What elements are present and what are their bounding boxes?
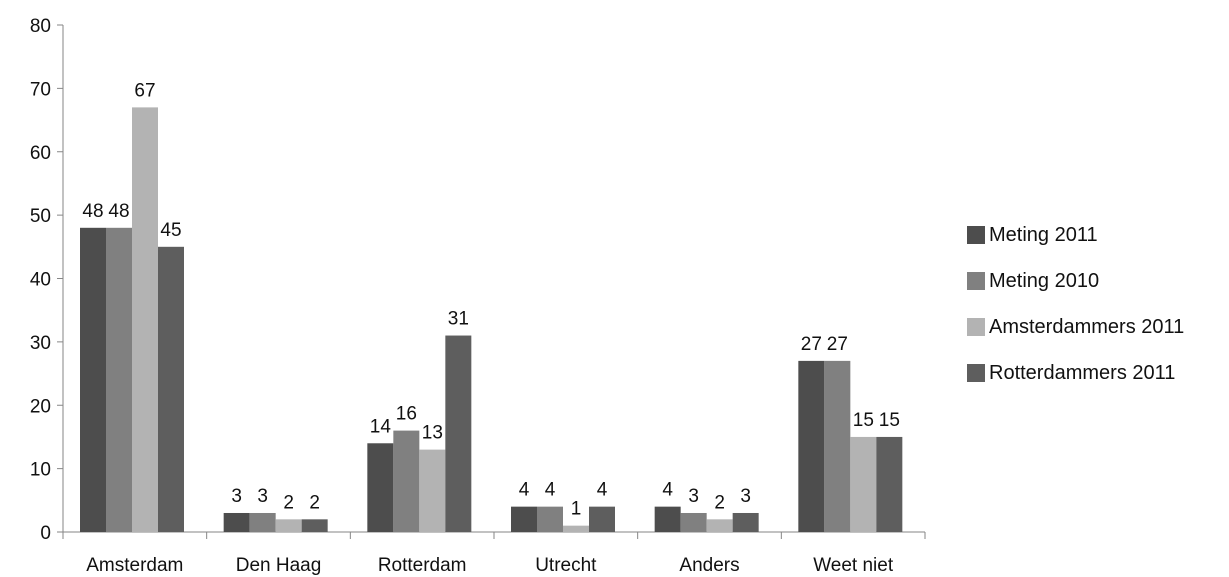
y-tick-label: 10 — [30, 460, 51, 481]
bar — [563, 526, 589, 532]
y-tick-label: 80 — [30, 16, 51, 37]
bar — [367, 443, 393, 532]
bar — [537, 507, 563, 532]
x-tick-label: Amsterdam — [86, 555, 183, 576]
bar — [393, 431, 419, 532]
legend-item: Rotterdammers 2011 — [967, 350, 1229, 396]
x-tick-label: Weet niet — [813, 555, 894, 576]
data-label: 2 — [309, 492, 320, 513]
y-tick-label: 30 — [30, 333, 51, 354]
bar — [250, 513, 276, 532]
legend-swatch — [967, 318, 985, 336]
legend-label: Rotterdammers 2011 — [989, 362, 1175, 385]
bar — [276, 519, 302, 532]
legend-item: Amsterdammers 2011 — [967, 304, 1229, 350]
data-label: 13 — [422, 423, 443, 444]
legend-item: Meting 2010 — [967, 258, 1229, 304]
data-label: 67 — [134, 80, 155, 101]
legend: Meting 2011 Meting 2010 Amsterdammers 2011… — [967, 212, 1229, 396]
bar — [106, 228, 132, 532]
legend-swatch — [967, 226, 985, 244]
bar — [876, 437, 902, 532]
data-label: 2 — [714, 492, 725, 513]
data-label: 1 — [571, 499, 582, 520]
y-tick-label: 20 — [30, 396, 51, 417]
y-axis: 0 10 20 30 40 50 60 70 80 — [30, 16, 63, 544]
legend-swatch — [967, 272, 985, 290]
data-label: 14 — [370, 416, 392, 437]
bar — [798, 361, 824, 532]
data-label: 31 — [448, 309, 469, 330]
data-label: 48 — [108, 201, 129, 222]
data-label: 4 — [597, 480, 608, 501]
bar — [132, 107, 158, 532]
data-label: 4 — [519, 480, 530, 501]
data-label: 27 — [827, 334, 848, 355]
bar — [445, 336, 471, 532]
data-label: 3 — [740, 486, 751, 507]
data-label: 3 — [688, 486, 699, 507]
data-label: 27 — [801, 334, 822, 355]
legend-label: Meting 2011 — [989, 224, 1098, 247]
y-tick-label: 60 — [30, 143, 51, 164]
x-axis: Amsterdam Den Haag Rotterdam Utrecht Anders W… — [63, 532, 925, 576]
bar — [511, 507, 537, 532]
legend-item: Meting 2011 — [967, 212, 1229, 258]
y-tick-label: 40 — [30, 270, 51, 291]
bar — [419, 450, 445, 532]
data-label: 4 — [662, 480, 673, 501]
bar — [224, 513, 250, 532]
y-tick-label: 50 — [30, 206, 51, 227]
bar — [80, 228, 106, 532]
x-tick-label: Den Haag — [236, 555, 322, 576]
x-tick-label: Utrecht — [535, 555, 597, 576]
bar — [302, 519, 328, 532]
y-tick-label: 70 — [30, 79, 51, 100]
bar — [850, 437, 876, 532]
bar — [681, 513, 707, 532]
data-label: 15 — [853, 410, 874, 431]
bar — [655, 507, 681, 532]
data-label: 16 — [396, 404, 417, 425]
bar — [824, 361, 850, 532]
data-label: 4 — [545, 480, 556, 501]
legend-swatch — [967, 364, 985, 382]
bar — [733, 513, 759, 532]
bar — [707, 519, 733, 532]
bar — [158, 247, 184, 532]
legend-label: Meting 2010 — [989, 270, 1099, 293]
data-label: 15 — [879, 410, 900, 431]
bar — [589, 507, 615, 532]
x-tick-label: Rotterdam — [378, 555, 467, 576]
x-tick-label: Anders — [679, 555, 739, 576]
data-label: 3 — [257, 486, 268, 507]
data-label: 48 — [82, 201, 103, 222]
data-label: 2 — [283, 492, 294, 513]
data-label: 45 — [160, 220, 181, 241]
data-label: 3 — [231, 486, 242, 507]
y-tick-label: 0 — [40, 523, 51, 544]
legend-label: Amsterdammers 2011 — [989, 316, 1184, 339]
bars — [80, 107, 902, 532]
